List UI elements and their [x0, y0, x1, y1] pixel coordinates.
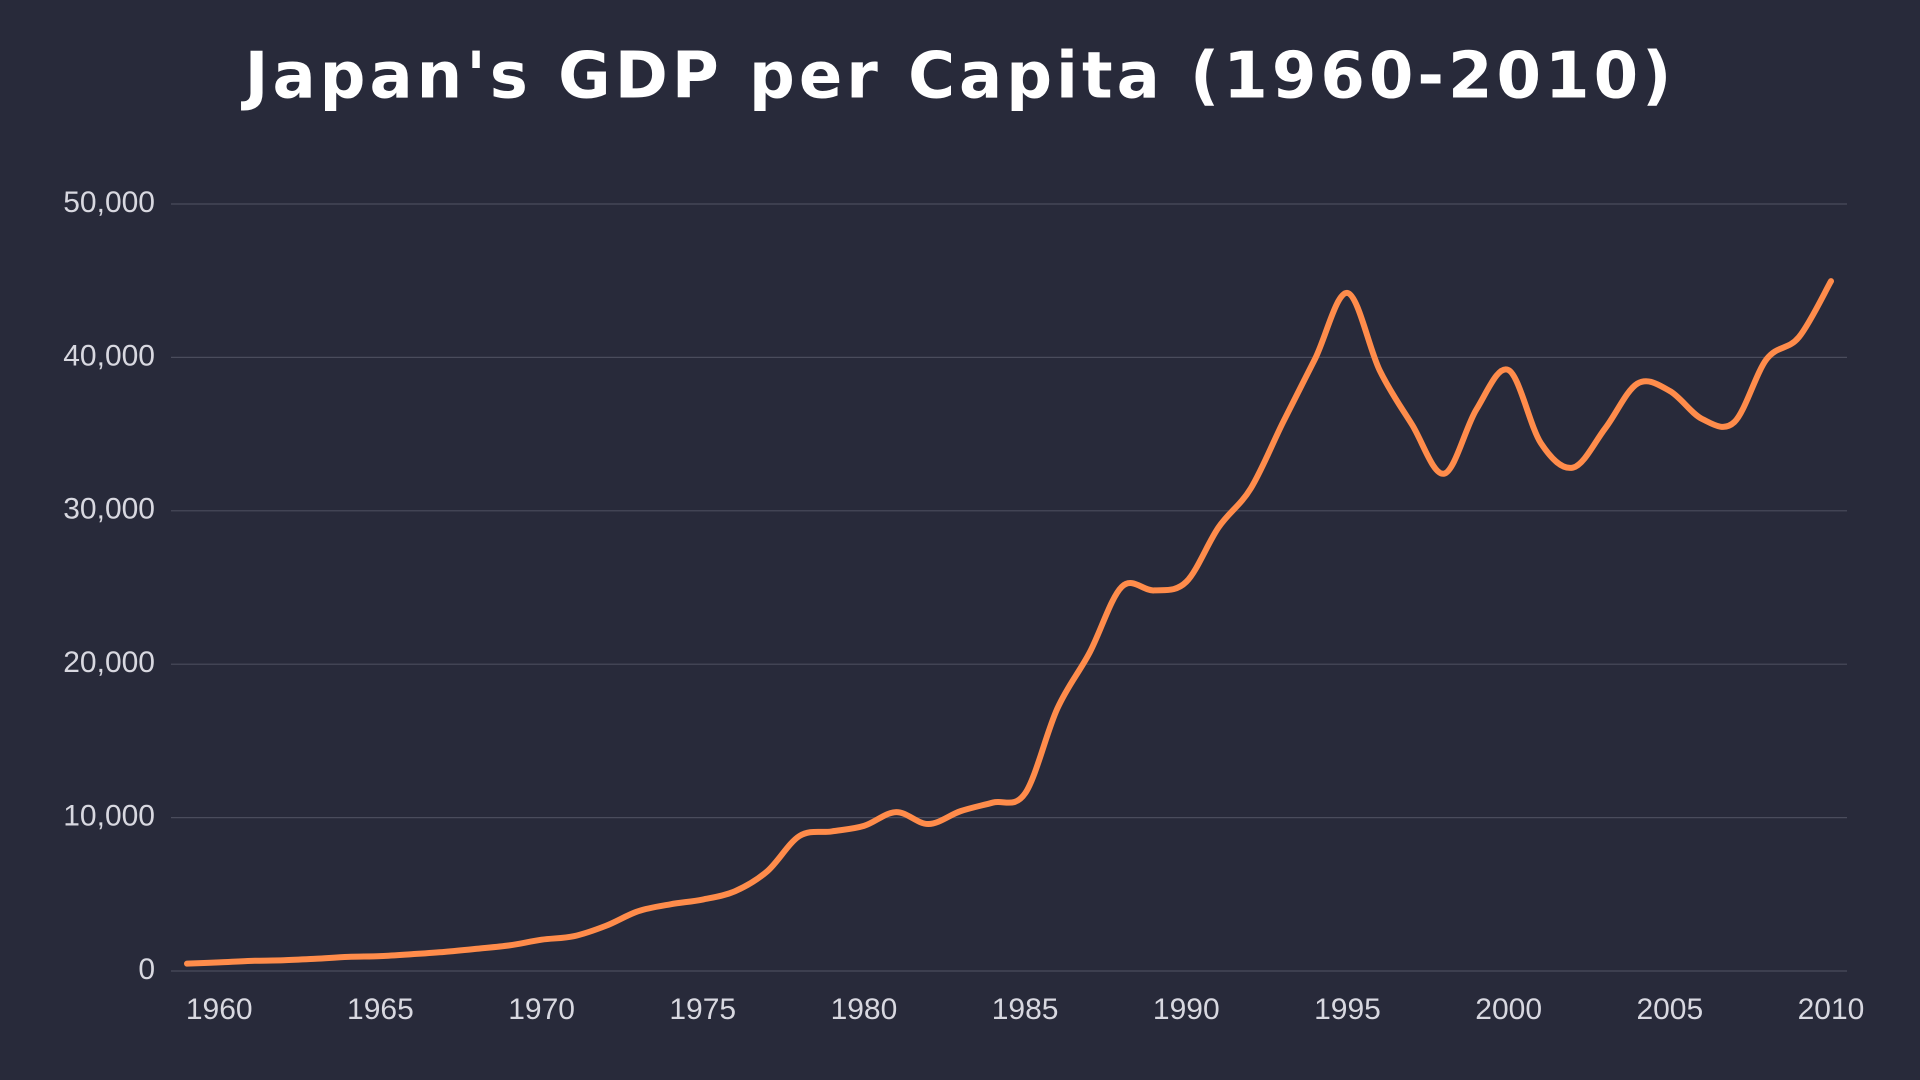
- x-tick-label: 1960: [186, 993, 253, 1026]
- y-tick-label: 50,000: [63, 186, 155, 219]
- y-tick-label: 40,000: [63, 339, 155, 372]
- x-tick-label: 1965: [347, 993, 414, 1026]
- x-tick-label: 1970: [508, 993, 575, 1026]
- x-tick-label: 2000: [1475, 993, 1542, 1026]
- x-tick-label: 1995: [1314, 993, 1381, 1026]
- y-tick-label: 30,000: [63, 493, 155, 526]
- chart-title: Japan's GDP per Capita (1960-2010): [241, 40, 1676, 114]
- x-tick-label: 2005: [1636, 993, 1703, 1026]
- y-tick-label: 10,000: [63, 800, 155, 833]
- x-tick-label: 1980: [831, 993, 898, 1026]
- x-tick-label: 1975: [669, 993, 736, 1026]
- x-tick-label: 2010: [1798, 993, 1865, 1026]
- x-tick-label: 1985: [992, 993, 1059, 1026]
- data-line: [184, 278, 1834, 967]
- y-tick-label: 20,000: [63, 646, 155, 679]
- y-tick-label: 0: [138, 953, 155, 986]
- x-tick-label: 1990: [1153, 993, 1220, 1026]
